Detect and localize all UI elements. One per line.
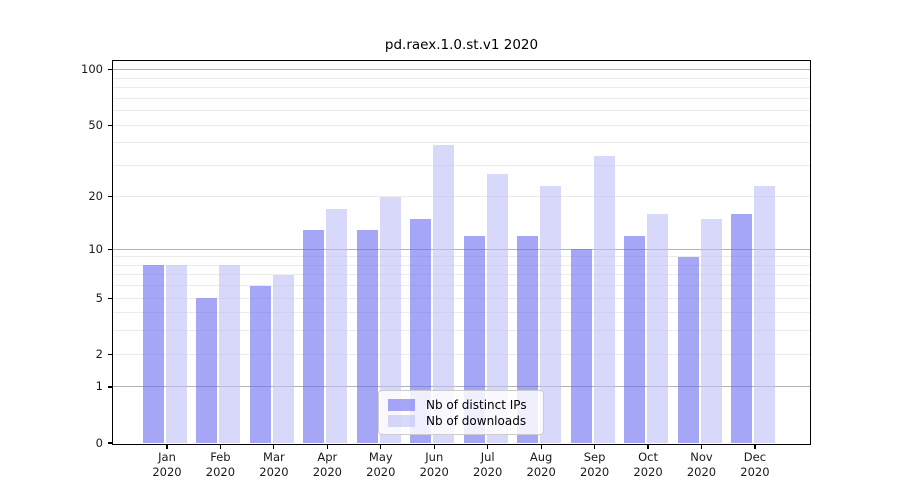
gridline-y-20 bbox=[113, 196, 810, 198]
x-tick-mark-apr bbox=[326, 444, 328, 449]
gridline-y-40 bbox=[113, 142, 810, 144]
y-tick-label-50: 50 bbox=[88, 117, 103, 132]
chart-title: pd.raex.1.0.st.v1 2020 bbox=[384, 37, 539, 53]
bar-ips-sep bbox=[570, 249, 592, 443]
gridline-y-2 bbox=[113, 353, 810, 355]
x-tick-label-oct-2020: Oct 2020 bbox=[633, 450, 663, 479]
x-tick-label-dec-2020: Dec 2020 bbox=[740, 450, 770, 479]
downloads-swatch-icon bbox=[388, 414, 415, 427]
legend-label-downloads: Nb of downloads bbox=[426, 413, 527, 428]
bar-ips-apr bbox=[303, 229, 325, 443]
x-tick-mark-jun bbox=[433, 444, 435, 449]
gridline-y-7 bbox=[113, 274, 810, 276]
y-tick-mark-0 bbox=[108, 442, 113, 444]
x-tick-mark-feb bbox=[219, 444, 222, 449]
bar-downloads-jun bbox=[433, 144, 455, 443]
y-tick-mark-20 bbox=[108, 196, 113, 198]
bar-downloads-dec bbox=[753, 186, 775, 443]
y-tick-mark-1 bbox=[108, 386, 113, 388]
bar-downloads-may bbox=[379, 196, 401, 443]
bar-ips-nov bbox=[677, 256, 699, 443]
legend-row-downloads: Nb of downloads bbox=[388, 413, 534, 428]
y-tick-label-1: 1 bbox=[95, 379, 103, 394]
y-tick-mark-5 bbox=[108, 297, 113, 299]
gridline-y-100 bbox=[113, 69, 810, 71]
x-tick-label-feb-2020: Feb 2020 bbox=[205, 450, 236, 479]
bar-ips-dec bbox=[730, 213, 752, 443]
gridline-y-70 bbox=[113, 97, 810, 99]
x-tick-label-nov-2020: Nov 2020 bbox=[686, 450, 717, 479]
gridline-y-60 bbox=[113, 110, 810, 112]
gridline-y-10 bbox=[113, 248, 810, 250]
x-tick-label-jan-2020: Jan 2020 bbox=[152, 450, 182, 479]
x-tick-mark-nov bbox=[700, 444, 703, 449]
x-tick-label-jun-2020: Jun 2020 bbox=[419, 450, 449, 479]
gridline-y-30 bbox=[113, 164, 810, 166]
x-tick-mark-mar bbox=[273, 444, 275, 449]
legend-row-distinct-ips: Nb of distinct IPs bbox=[388, 397, 534, 412]
legend-label-distinct-ips: Nb of distinct IPs bbox=[426, 397, 527, 412]
bar-ips-oct bbox=[624, 235, 646, 443]
y-tick-mark-10 bbox=[108, 248, 113, 250]
bar-downloads-nov bbox=[700, 218, 722, 443]
y-tick-mark-100 bbox=[108, 69, 113, 71]
gridline-y-8 bbox=[113, 264, 810, 266]
gridline-y-6 bbox=[113, 285, 810, 287]
y-tick-mark-50 bbox=[108, 124, 113, 126]
x-tick-mark-oct bbox=[647, 444, 649, 449]
y-tick-label-5: 5 bbox=[95, 290, 103, 305]
gridline-y-80 bbox=[113, 87, 810, 89]
gridline-y-9 bbox=[113, 256, 810, 258]
y-tick-label-100: 100 bbox=[81, 62, 103, 77]
bar-downloads-sep bbox=[593, 155, 615, 443]
bar-ips-jun bbox=[410, 218, 432, 443]
y-tick-label-10: 10 bbox=[88, 241, 103, 256]
x-tick-mark-aug bbox=[540, 444, 542, 449]
x-tick-label-sep-2020: Sep 2020 bbox=[579, 450, 610, 479]
x-tick-mark-sep bbox=[594, 444, 596, 449]
x-tick-label-mar-2020: Mar 2020 bbox=[259, 450, 289, 479]
gridline-y-3 bbox=[113, 330, 810, 332]
x-tick-label-may-2020: May 2020 bbox=[366, 450, 396, 479]
x-tick-mark-jul bbox=[487, 444, 489, 449]
bar-downloads-aug bbox=[540, 186, 562, 443]
gridline-y-90 bbox=[113, 77, 810, 79]
bar-downloads-mar bbox=[272, 274, 294, 443]
y-tick-label-2: 2 bbox=[95, 346, 103, 361]
y-tick-mark-2 bbox=[108, 353, 113, 355]
bar-ips-feb bbox=[196, 298, 218, 443]
gridline-y-50 bbox=[113, 124, 810, 126]
distinct-ips-swatch-icon bbox=[388, 398, 415, 411]
bar-downloads-feb bbox=[219, 265, 241, 443]
x-tick-mark-jan bbox=[166, 444, 168, 449]
bar-ips-may bbox=[356, 229, 378, 443]
x-tick-label-jul-2020: Jul 2020 bbox=[473, 450, 503, 479]
legend: Nb of distinct IPs Nb of downloads bbox=[378, 390, 544, 435]
x-tick-mark-dec bbox=[754, 444, 756, 449]
bar-downloads-apr bbox=[326, 209, 348, 443]
gridline-y-4 bbox=[113, 312, 810, 314]
x-tick-mark-may bbox=[380, 444, 382, 449]
y-tick-label-20: 20 bbox=[88, 189, 103, 204]
bar-ips-jan bbox=[143, 265, 164, 443]
gridline-y-5 bbox=[113, 297, 810, 299]
bar-ips-mar bbox=[249, 285, 271, 443]
y-tick-label-0: 0 bbox=[95, 435, 103, 450]
bar-downloads-jan bbox=[166, 265, 187, 443]
gridline-y-1 bbox=[113, 386, 810, 388]
bar-downloads-oct bbox=[647, 213, 669, 443]
bar-downloads-jul bbox=[486, 173, 508, 443]
x-tick-label-aug-2020: Aug 2020 bbox=[526, 450, 556, 479]
x-tick-label-apr-2020: Apr 2020 bbox=[312, 450, 342, 479]
